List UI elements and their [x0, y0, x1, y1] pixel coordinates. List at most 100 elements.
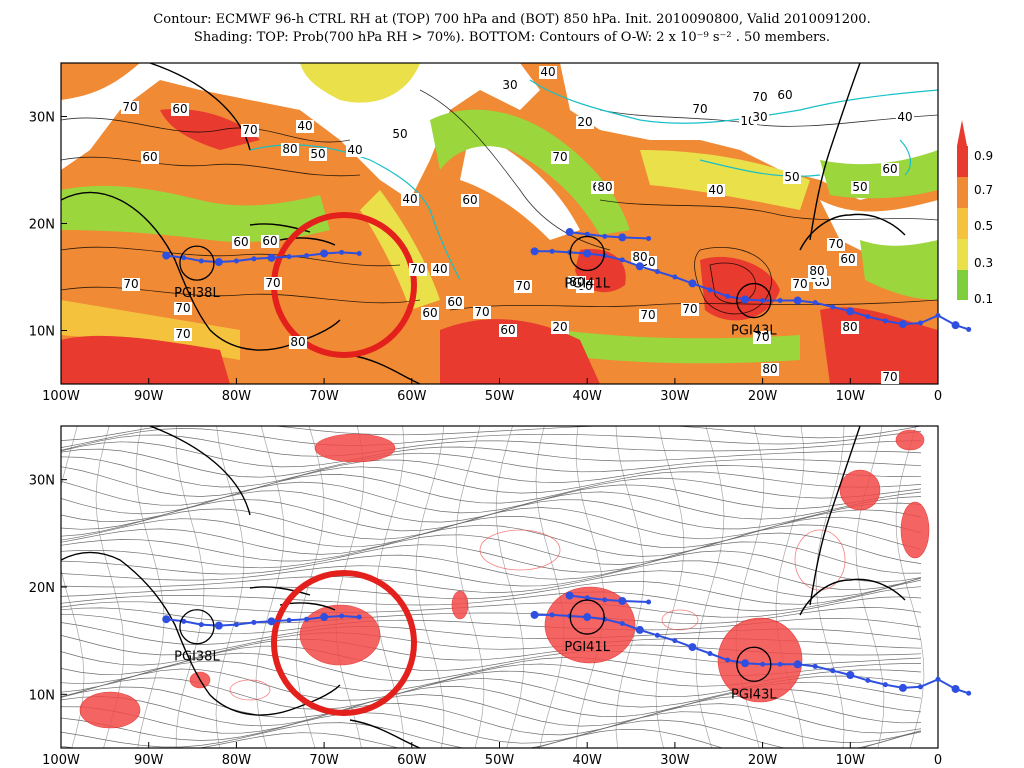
- svg-text:60: 60: [142, 150, 157, 164]
- svg-text:50: 50: [310, 147, 325, 161]
- track-point: [793, 660, 802, 669]
- track-point: [304, 253, 310, 259]
- contour-label: 20: [551, 320, 569, 334]
- svg-text:70: 70: [882, 370, 897, 384]
- lon-tick-label: 0: [934, 753, 942, 768]
- svg-text:70: 70: [474, 305, 489, 319]
- contour-label: 80: [841, 320, 859, 334]
- track-point: [725, 657, 731, 663]
- contour-label: 60: [261, 234, 279, 248]
- lon-tick-label: 100W: [42, 389, 80, 404]
- svg-text:80: 80: [597, 180, 612, 194]
- contour-label: 60: [499, 323, 517, 337]
- lon-tick-label: 30W: [660, 753, 690, 768]
- lon-tick-label: 0: [934, 389, 942, 404]
- track-point: [583, 249, 592, 258]
- svg-text:70: 70: [122, 100, 137, 114]
- track-point: [198, 622, 204, 628]
- track-point: [619, 257, 625, 263]
- svg-text:60: 60: [462, 193, 477, 207]
- contour-label: 70: [881, 370, 899, 384]
- contour-label: 70: [121, 100, 139, 114]
- contour-label: 60: [232, 235, 250, 249]
- track-point: [251, 256, 257, 262]
- lat-tick-label: 20N: [29, 581, 55, 596]
- colorbar-label-3: 0.3: [974, 256, 993, 270]
- track-point: [935, 676, 941, 682]
- svg-text:60: 60: [233, 235, 248, 249]
- lon-tick-label: 70W: [309, 389, 339, 404]
- contour-label: 70: [753, 330, 771, 344]
- contour-label: 30: [751, 110, 769, 124]
- contour-label: 70: [681, 302, 699, 316]
- contour-label: 70: [551, 150, 569, 164]
- track-point: [830, 668, 836, 674]
- contour-label: 70: [241, 123, 259, 137]
- track-point: [530, 247, 539, 256]
- lat-tick-label: 10N: [29, 688, 55, 703]
- track-point: [882, 682, 888, 688]
- track-point: [565, 591, 574, 600]
- contour-label: 70: [791, 277, 809, 291]
- contour-label: 60: [171, 102, 189, 116]
- track-point: [707, 651, 713, 657]
- svg-text:40: 40: [540, 65, 555, 79]
- map-title-line2: Shading: TOP: Prob(700 hPa RH > 70%). BO…: [193, 30, 831, 45]
- track-point: [793, 296, 802, 305]
- track-point: [356, 614, 362, 620]
- colorbar-label-2: 0.5: [974, 219, 993, 233]
- svg-text:70: 70: [265, 276, 280, 290]
- svg-text:60: 60: [777, 88, 792, 102]
- svg-text:20: 20: [577, 115, 592, 129]
- lon-tick-label: 40W: [572, 389, 602, 404]
- track-point: [162, 251, 171, 260]
- colorbar-label-1: 0.7: [974, 183, 993, 197]
- contour-label: 60: [776, 88, 794, 102]
- contour-label: 80: [568, 275, 586, 289]
- contour-label: 70: [639, 308, 657, 322]
- contour-label: 70: [691, 102, 709, 116]
- svg-text:40: 40: [402, 192, 417, 206]
- colorbar-label-0: 0.9: [974, 149, 993, 163]
- probability-colorbar: 0.9 0.7 0.5 0.3 0.1: [957, 120, 993, 306]
- track-point: [830, 304, 836, 310]
- storm-label: PGI41L: [564, 276, 610, 291]
- track-point: [898, 320, 907, 329]
- svg-text:70: 70: [552, 150, 567, 164]
- track-point: [917, 684, 923, 690]
- svg-text:60: 60: [500, 323, 515, 337]
- svg-text:70: 70: [682, 302, 697, 316]
- svg-text:70: 70: [123, 277, 138, 291]
- track-point: [777, 661, 783, 667]
- storm-label: PGI43L: [731, 324, 777, 339]
- storm-circle: [569, 235, 605, 272]
- lon-tick-label: 60W: [397, 753, 427, 768]
- track-point: [688, 643, 697, 652]
- track-point: [602, 597, 608, 603]
- svg-text:50: 50: [784, 170, 799, 184]
- svg-text:50: 50: [852, 180, 867, 194]
- lon-tick-label: 80W: [222, 389, 252, 404]
- contour-label: 80: [761, 362, 779, 376]
- track-point: [181, 255, 187, 261]
- track-point: [898, 683, 907, 692]
- contour-label: 40: [401, 192, 419, 206]
- svg-text:40: 40: [897, 110, 912, 124]
- track-point: [618, 233, 627, 242]
- svg-text:70: 70: [242, 123, 257, 137]
- track-point: [549, 248, 555, 254]
- contour-label: 70: [122, 277, 140, 291]
- track-point: [251, 619, 257, 625]
- svg-text:70: 70: [410, 262, 425, 276]
- track-point: [339, 249, 345, 255]
- lon-tick-label: 20W: [748, 389, 778, 404]
- contour-label: 50: [851, 180, 869, 194]
- contour-label: 20: [576, 115, 594, 129]
- lon-tick-label: 10W: [836, 389, 866, 404]
- track-point: [286, 617, 292, 623]
- track-point: [602, 233, 608, 239]
- svg-text:70: 70: [792, 277, 807, 291]
- svg-text:60: 60: [882, 162, 897, 176]
- storm-label: PGI43L: [731, 687, 777, 702]
- track-point: [584, 595, 590, 601]
